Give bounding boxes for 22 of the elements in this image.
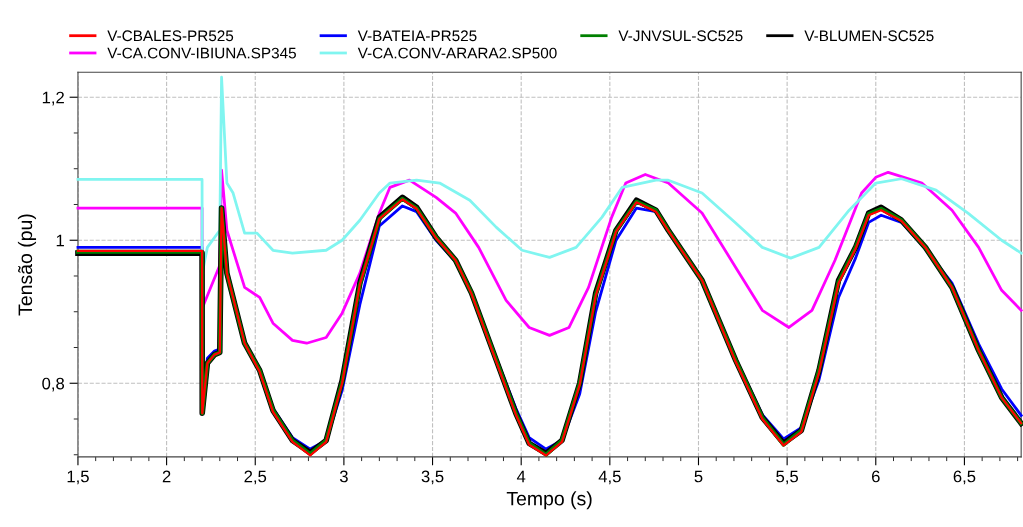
- legend-label: V-CA.CONV-IBIUNA.SP345: [107, 47, 296, 59]
- x-tick-label: 5: [694, 470, 703, 483]
- x-tick-label: 1,5: [67, 470, 89, 485]
- y-axis-title: Tensão (pu): [17, 214, 37, 316]
- x-tick-label: 6,5: [953, 470, 976, 485]
- legend-label: V-CBALES-PR525: [107, 30, 234, 42]
- legend-label: V-BATEIA-PR525: [357, 30, 477, 42]
- x-tick-label: 5,5: [776, 470, 799, 485]
- legend-label: V-CA.CONV-ARARA2.SP500: [357, 47, 557, 59]
- y-tick-label: 1: [56, 234, 64, 247]
- x-tick-label: 2: [162, 470, 171, 483]
- legend-label: V-BLUMEN-SC525: [804, 30, 934, 42]
- x-tick-label: 2,5: [244, 470, 267, 485]
- x-tick-label: 3,5: [421, 470, 444, 485]
- x-tick-label: 3: [339, 470, 348, 483]
- x-tick-label: 4: [516, 470, 526, 483]
- legend-label: V-JNVSUL-SC525: [618, 30, 743, 42]
- x-tick-label: 6: [871, 470, 880, 483]
- y-tick-label: 1,2: [42, 91, 64, 106]
- x-tick-label: 4,5: [598, 470, 621, 485]
- y-tick-label: 0,8: [42, 377, 65, 392]
- x-axis-title: Tempo (s): [506, 491, 592, 510]
